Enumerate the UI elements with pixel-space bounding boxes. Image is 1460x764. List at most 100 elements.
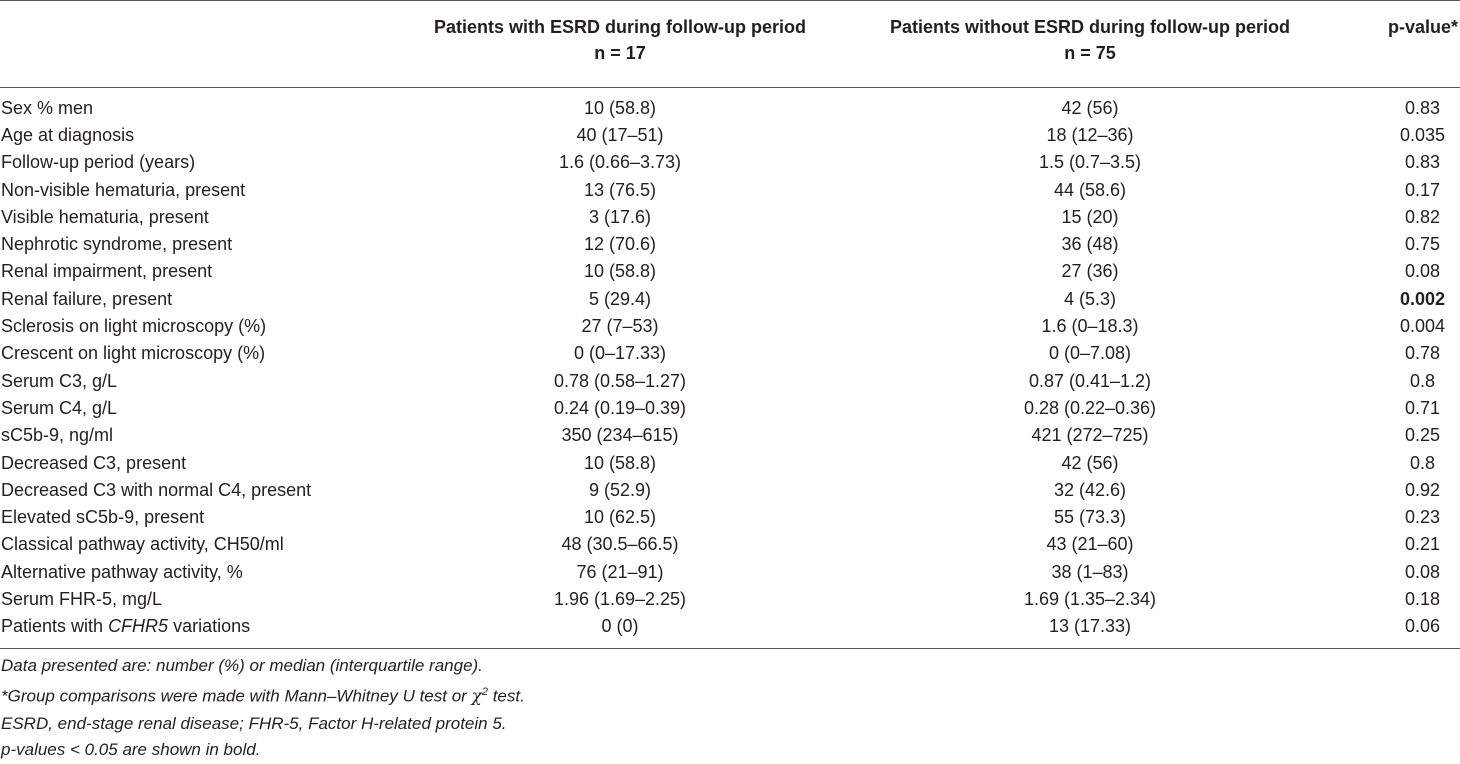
without-esrd-value: 15 (20) (1061, 206, 1119, 227)
with-esrd-value: 27 (7–53) (581, 316, 659, 337)
with-esrd-value: 13 (76.5) (583, 179, 657, 200)
header-without-esrd-n: n = 75 (855, 42, 1325, 88)
with-esrd-value: 0.24 (0.19–0.39) (553, 397, 687, 418)
p-value: 0.8 (1409, 452, 1436, 473)
p-value-significant: 0.002 (1399, 288, 1446, 309)
table-row: Patients with CFHR5 variations 0 (0) 13 … (0, 612, 1460, 649)
table-row: Follow-up period (years) 1.6 (0.66–3.73) 1… (0, 149, 1460, 176)
row-label: Sex % men (1, 97, 94, 118)
with-esrd-value: 48 (30.5–66.5) (561, 534, 679, 555)
footnote-abbreviations: ESRD, end-stage renal disease; FHR-5, Fa… (1, 713, 507, 733)
without-esrd-value: 1.5 (0.7–3.5) (1038, 152, 1142, 173)
without-esrd-value: 1.6 (0–18.3) (1041, 316, 1139, 337)
with-esrd-value: 12 (70.6) (583, 234, 657, 255)
without-esrd-value: 38 (1–83) (1051, 561, 1129, 582)
with-esrd-value: 0 (0) (385, 612, 855, 649)
without-esrd-value: 44 (58.6) (1053, 179, 1127, 200)
without-esrd-value: 0.87 (0.41–1.2) (1028, 370, 1152, 391)
with-esrd-value: 40 (17–51) (576, 124, 664, 145)
row-label: sC5b-9, ng/ml (1, 425, 114, 446)
table-row: Decreased C3 with normal C4, present 9 (5… (0, 476, 1460, 503)
without-esrd-value: 27 (36) (1061, 261, 1119, 282)
row-label: Non-visible hematuria, present (1, 179, 246, 200)
row-label: Alternative pathway activity, % (1, 561, 243, 582)
with-esrd-value: 5 (29.4) (588, 288, 652, 309)
row-label: Follow-up period (years) (1, 152, 196, 173)
data-table: Patients with ESRD during follow-up peri… (0, 0, 1460, 649)
row-label: Renal impairment, present (1, 261, 213, 282)
with-esrd-value: 0.78 (0.58–1.27) (553, 370, 687, 391)
p-value: 0.21 (1404, 534, 1441, 555)
table-row: Sclerosis on light microscopy (%) 27 (7–5… (0, 312, 1460, 339)
without-esrd-value: 18 (12–36) (1046, 124, 1134, 145)
footnote-data-format: Data presented are: number (%) or median… (1, 655, 483, 675)
row-label: Crescent on light microscopy (%) (1, 343, 266, 364)
without-esrd-value: 1.69 (1.35–2.34) (1023, 588, 1157, 609)
row-label: Decreased C3 with normal C4, present (1, 479, 312, 500)
header-empty (0, 0, 385, 42)
p-value: 0.004 (1399, 316, 1446, 337)
without-esrd-value: 421 (272–725) (1031, 425, 1149, 446)
p-value: 0.08 (1404, 261, 1441, 282)
without-esrd-value: 42 (56) (1061, 97, 1119, 118)
p-value: 0.83 (1404, 97, 1441, 118)
without-esrd-value: 55 (73.3) (1053, 507, 1127, 528)
p-value: 0.17 (1404, 179, 1441, 200)
p-value: 0.78 (1404, 343, 1441, 364)
header-p-value: p-value* (1325, 0, 1460, 42)
table-row: Serum FHR-5, mg/L 1.96 (1.69–2.25) 1.69 (1… (0, 585, 1460, 612)
row-label: Decreased C3, present (1, 452, 187, 473)
p-value: 0.06 (1325, 612, 1460, 649)
row-label: Visible hematuria, present (1, 206, 209, 227)
gene-name: CFHR5 (108, 616, 169, 637)
without-esrd-value: 43 (21–60) (1046, 534, 1134, 555)
table-row: Elevated sC5b-9, present 10 (62.5) 55 (73.… (0, 503, 1460, 530)
table-row: Classical pathway activity, CH50/ml 48 (3… (0, 531, 1460, 558)
table-row: Decreased C3, present 10 (58.8) 42 (56) 0.8 (0, 449, 1460, 476)
row-label: Patients with CFHR5 variations (0, 612, 385, 649)
row-label: Nephrotic syndrome, present (1, 234, 233, 255)
without-esrd-value: 13 (17.33) (855, 612, 1325, 649)
without-esrd-value: 4 (5.3) (1063, 288, 1117, 309)
table-row: Renal failure, present 5 (29.4) 4 (5.3) 0.0… (0, 285, 1460, 312)
with-esrd-value: 76 (21–91) (576, 561, 664, 582)
table-header: Patients with ESRD during follow-up peri… (0, 0, 1460, 88)
table-row: Serum C4, g/L 0.24 (0.19–0.39) 0.28 (0.22–… (0, 394, 1460, 421)
row-label: Serum C4, g/L (1, 397, 118, 418)
table-row: Sex % men 10 (58.8) 42 (56) 0.83 (0, 88, 1460, 122)
table-row: Age at diagnosis 40 (17–51) 18 (12–36) 0.03… (0, 121, 1460, 148)
header-with-esrd-n: n = 17 (385, 42, 855, 88)
table-row: Nephrotic syndrome, present 12 (70.6) 36 (… (0, 230, 1460, 257)
p-value: 0.18 (1404, 588, 1441, 609)
with-esrd-value: 10 (62.5) (583, 507, 657, 528)
p-value: 0.23 (1404, 507, 1441, 528)
p-value: 0.75 (1404, 234, 1441, 255)
header-without-esrd: Patients without ESRD during follow-up p… (855, 0, 1325, 42)
footnote-tests: *Group comparisons were made with Mann–W… (1, 686, 525, 708)
with-esrd-value: 0 (0–17.33) (573, 343, 667, 364)
without-esrd-value: 0 (0–7.08) (1048, 343, 1132, 364)
with-esrd-value: 9 (52.9) (588, 479, 652, 500)
with-esrd-value: 10 (58.8) (583, 261, 657, 282)
with-esrd-value: 350 (234–615) (561, 425, 679, 446)
row-label: Sclerosis on light microscopy (%) (1, 316, 267, 337)
p-value: 0.92 (1404, 479, 1441, 500)
with-esrd-value: 3 (17.6) (588, 206, 652, 227)
p-value: 0.035 (1399, 124, 1446, 145)
p-value: 0.82 (1404, 206, 1441, 227)
with-esrd-value: 10 (58.8) (583, 97, 657, 118)
table-row: Visible hematuria, present 3 (17.6) 15 (20… (0, 203, 1460, 230)
table-row: Serum C3, g/L 0.78 (0.58–1.27) 0.87 (0.41–… (0, 367, 1460, 394)
table-row: Non-visible hematuria, present 13 (76.5) 4… (0, 176, 1460, 203)
with-esrd-value: 10 (58.8) (583, 452, 657, 473)
footnote-bold: p-values < 0.05 are shown in bold. (1, 740, 261, 760)
without-esrd-value: 32 (42.6) (1053, 479, 1127, 500)
p-value: 0.25 (1404, 425, 1441, 446)
without-esrd-value: 36 (48) (1061, 234, 1119, 255)
table-row: Alternative pathway activity, % 76 (21–91… (0, 558, 1460, 585)
with-esrd-value: 1.96 (1.69–2.25) (553, 588, 687, 609)
row-label: Classical pathway activity, CH50/ml (1, 534, 284, 555)
row-label: Elevated sC5b-9, present (1, 507, 205, 528)
table-body: Sex % men 10 (58.8) 42 (56) 0.83 Age at dia… (0, 88, 1460, 649)
